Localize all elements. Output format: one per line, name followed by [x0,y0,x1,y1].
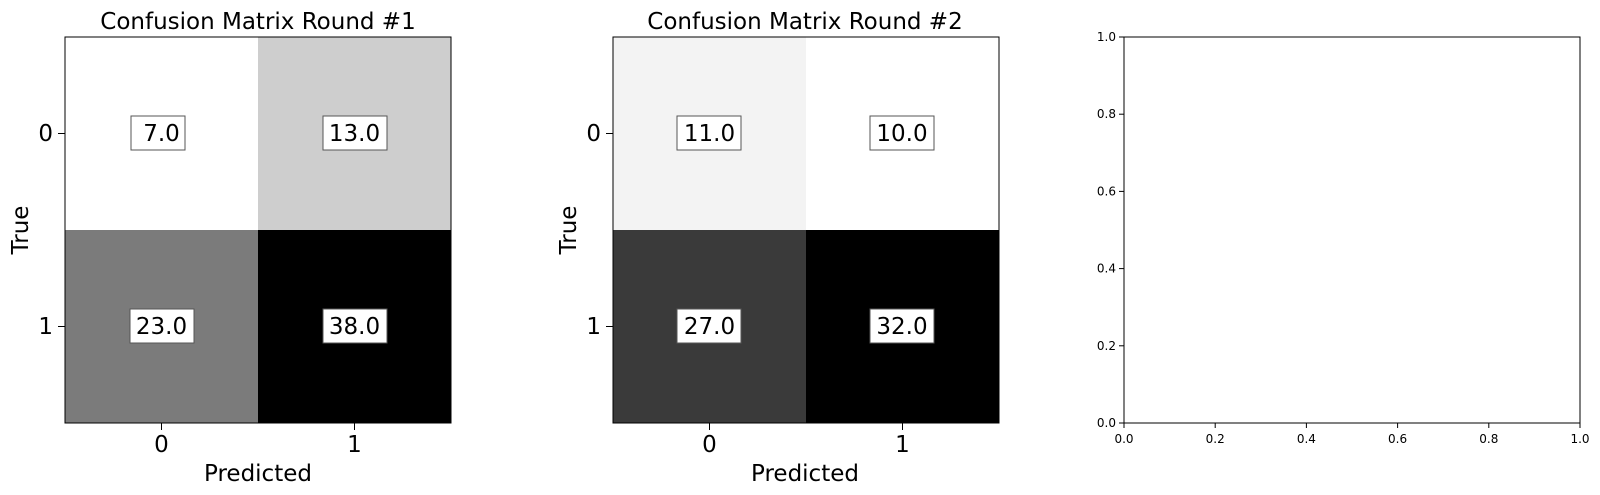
chart-title: Confusion Matrix Round #2 [647,9,962,35]
cell-value: 27.0 [684,314,735,340]
y-tick-label: 0 [586,121,601,147]
y-tick-label: 1 [38,314,53,340]
value-label-box [676,308,742,344]
value-label-1-1: 32.0 [869,308,935,344]
x-tick-label: 1 [347,432,362,458]
cell-value: 11.0 [684,121,735,147]
cell-value: 7.0 [143,121,180,147]
value-label-box [322,115,388,151]
value-label-box [869,308,935,344]
y-axis-label: True [8,206,34,256]
x-tick-label: 1.0 [1570,432,1589,446]
axis-ticks: 0.0 0.2 0.4 0.6 0.8 1.0 0.0 0.2 0.4 0.6 0.8 1.0 [1097,30,1590,446]
value-label-1-0: 27.0 [676,308,742,344]
confusion-matrix-round-1: Confusion Matrix Round #1 7.0 13.0 23.0 … [8,9,452,487]
x-tick-label: 0.2 [1206,432,1225,446]
y-tick-label: 0.2 [1097,339,1116,353]
value-label-box [129,308,195,344]
y-tick-label: 1.0 [1097,30,1116,44]
y-tick-label: 0.0 [1097,416,1116,430]
confusion-matrix-round-2: Confusion Matrix Round #2 11.0 10.0 27.0… [556,9,1000,487]
cell-value: 32.0 [876,314,927,340]
y-tick-label: 0.8 [1097,107,1116,121]
value-label-0-1: 13.0 [322,115,388,151]
value-label-0-0: 11.0 [676,115,742,151]
value-label-0-0: 7.0 [130,115,186,151]
plot-frame [612,36,1000,424]
value-label-box [130,115,186,151]
value-label-0-1: 10.0 [869,115,935,151]
cell-value: 23.0 [136,314,187,340]
x-tick-label: 0.0 [1114,432,1133,446]
x-axis-label: Predicted [204,461,312,487]
plot-frame [64,36,452,424]
y-tick-label: 1 [586,314,601,340]
x-tick-label: 0.4 [1297,432,1316,446]
y-axis-label: True [556,206,582,256]
plot-frame [1123,36,1581,424]
x-tick-label: 0.8 [1479,432,1498,446]
cell-value: 38.0 [329,314,380,340]
value-label-1-1: 38.0 [322,308,388,344]
value-label-box [676,115,742,151]
y-tick-label: 0 [38,121,53,147]
value-label-box [869,115,935,151]
empty-axes-panel: 0.0 0.2 0.4 0.6 0.8 1.0 0.0 0.2 0.4 0.6 0.8 1.0 [1097,30,1590,446]
y-tick-label: 0.4 [1097,262,1116,276]
x-axis-label: Predicted [751,461,859,487]
y-tick-label: 0.6 [1097,184,1116,198]
value-label-box [322,308,388,344]
x-tick-label: 0 [154,432,169,458]
cell-value: 13.0 [329,121,380,147]
value-label-1-0: 23.0 [129,308,195,344]
cell-value: 10.0 [876,121,927,147]
x-tick-label: 0 [702,432,717,458]
x-tick-label: 1 [895,432,910,458]
chart-title: Confusion Matrix Round #1 [100,9,415,35]
x-tick-label: 0.6 [1388,432,1407,446]
